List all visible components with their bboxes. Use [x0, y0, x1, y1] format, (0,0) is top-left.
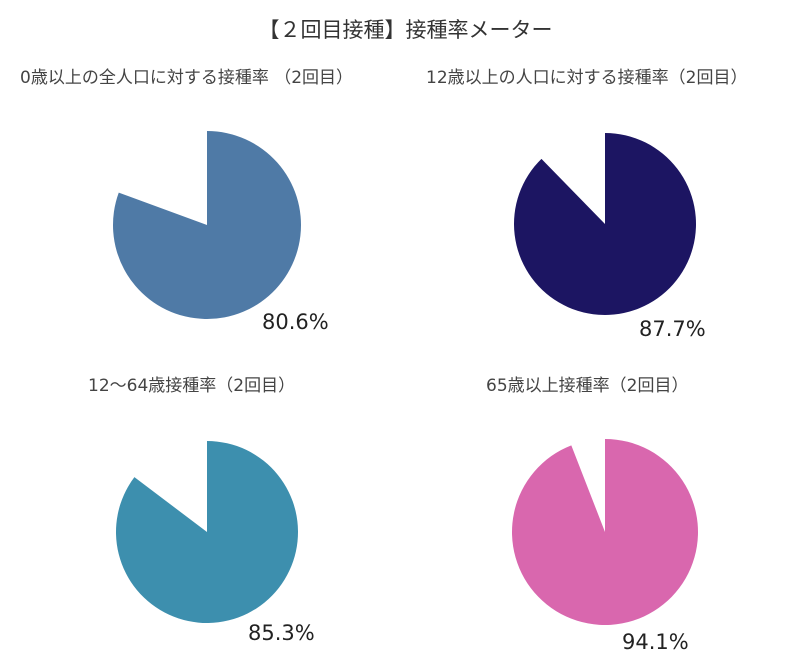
- pie-12-plus-slice: [513, 133, 696, 315]
- pie-65-plus-slice: [512, 439, 699, 625]
- subtitle-12-64: 12〜64歳接種率（2回目）: [88, 376, 296, 396]
- value-label-12-64: 85.3%: [248, 621, 315, 645]
- pie-12-64-slice: [116, 440, 299, 623]
- chart-title: 【２回目接種】接種率メーター: [258, 18, 553, 42]
- value-label-all-ages: 80.6%: [262, 310, 329, 334]
- pie-all-ages-slice: [112, 131, 301, 319]
- subtitle-65-plus: 65歳以上接種率（2回目）: [486, 376, 689, 396]
- value-label-65-plus: 94.1%: [622, 630, 689, 654]
- subtitle-12-plus: 12歳以上の人口に対する接種率（2回目）: [426, 68, 748, 88]
- value-label-12-plus: 87.7%: [639, 317, 706, 341]
- subtitle-all-ages: 0歳以上の全人口に対する接種率 （2回目）: [20, 68, 354, 88]
